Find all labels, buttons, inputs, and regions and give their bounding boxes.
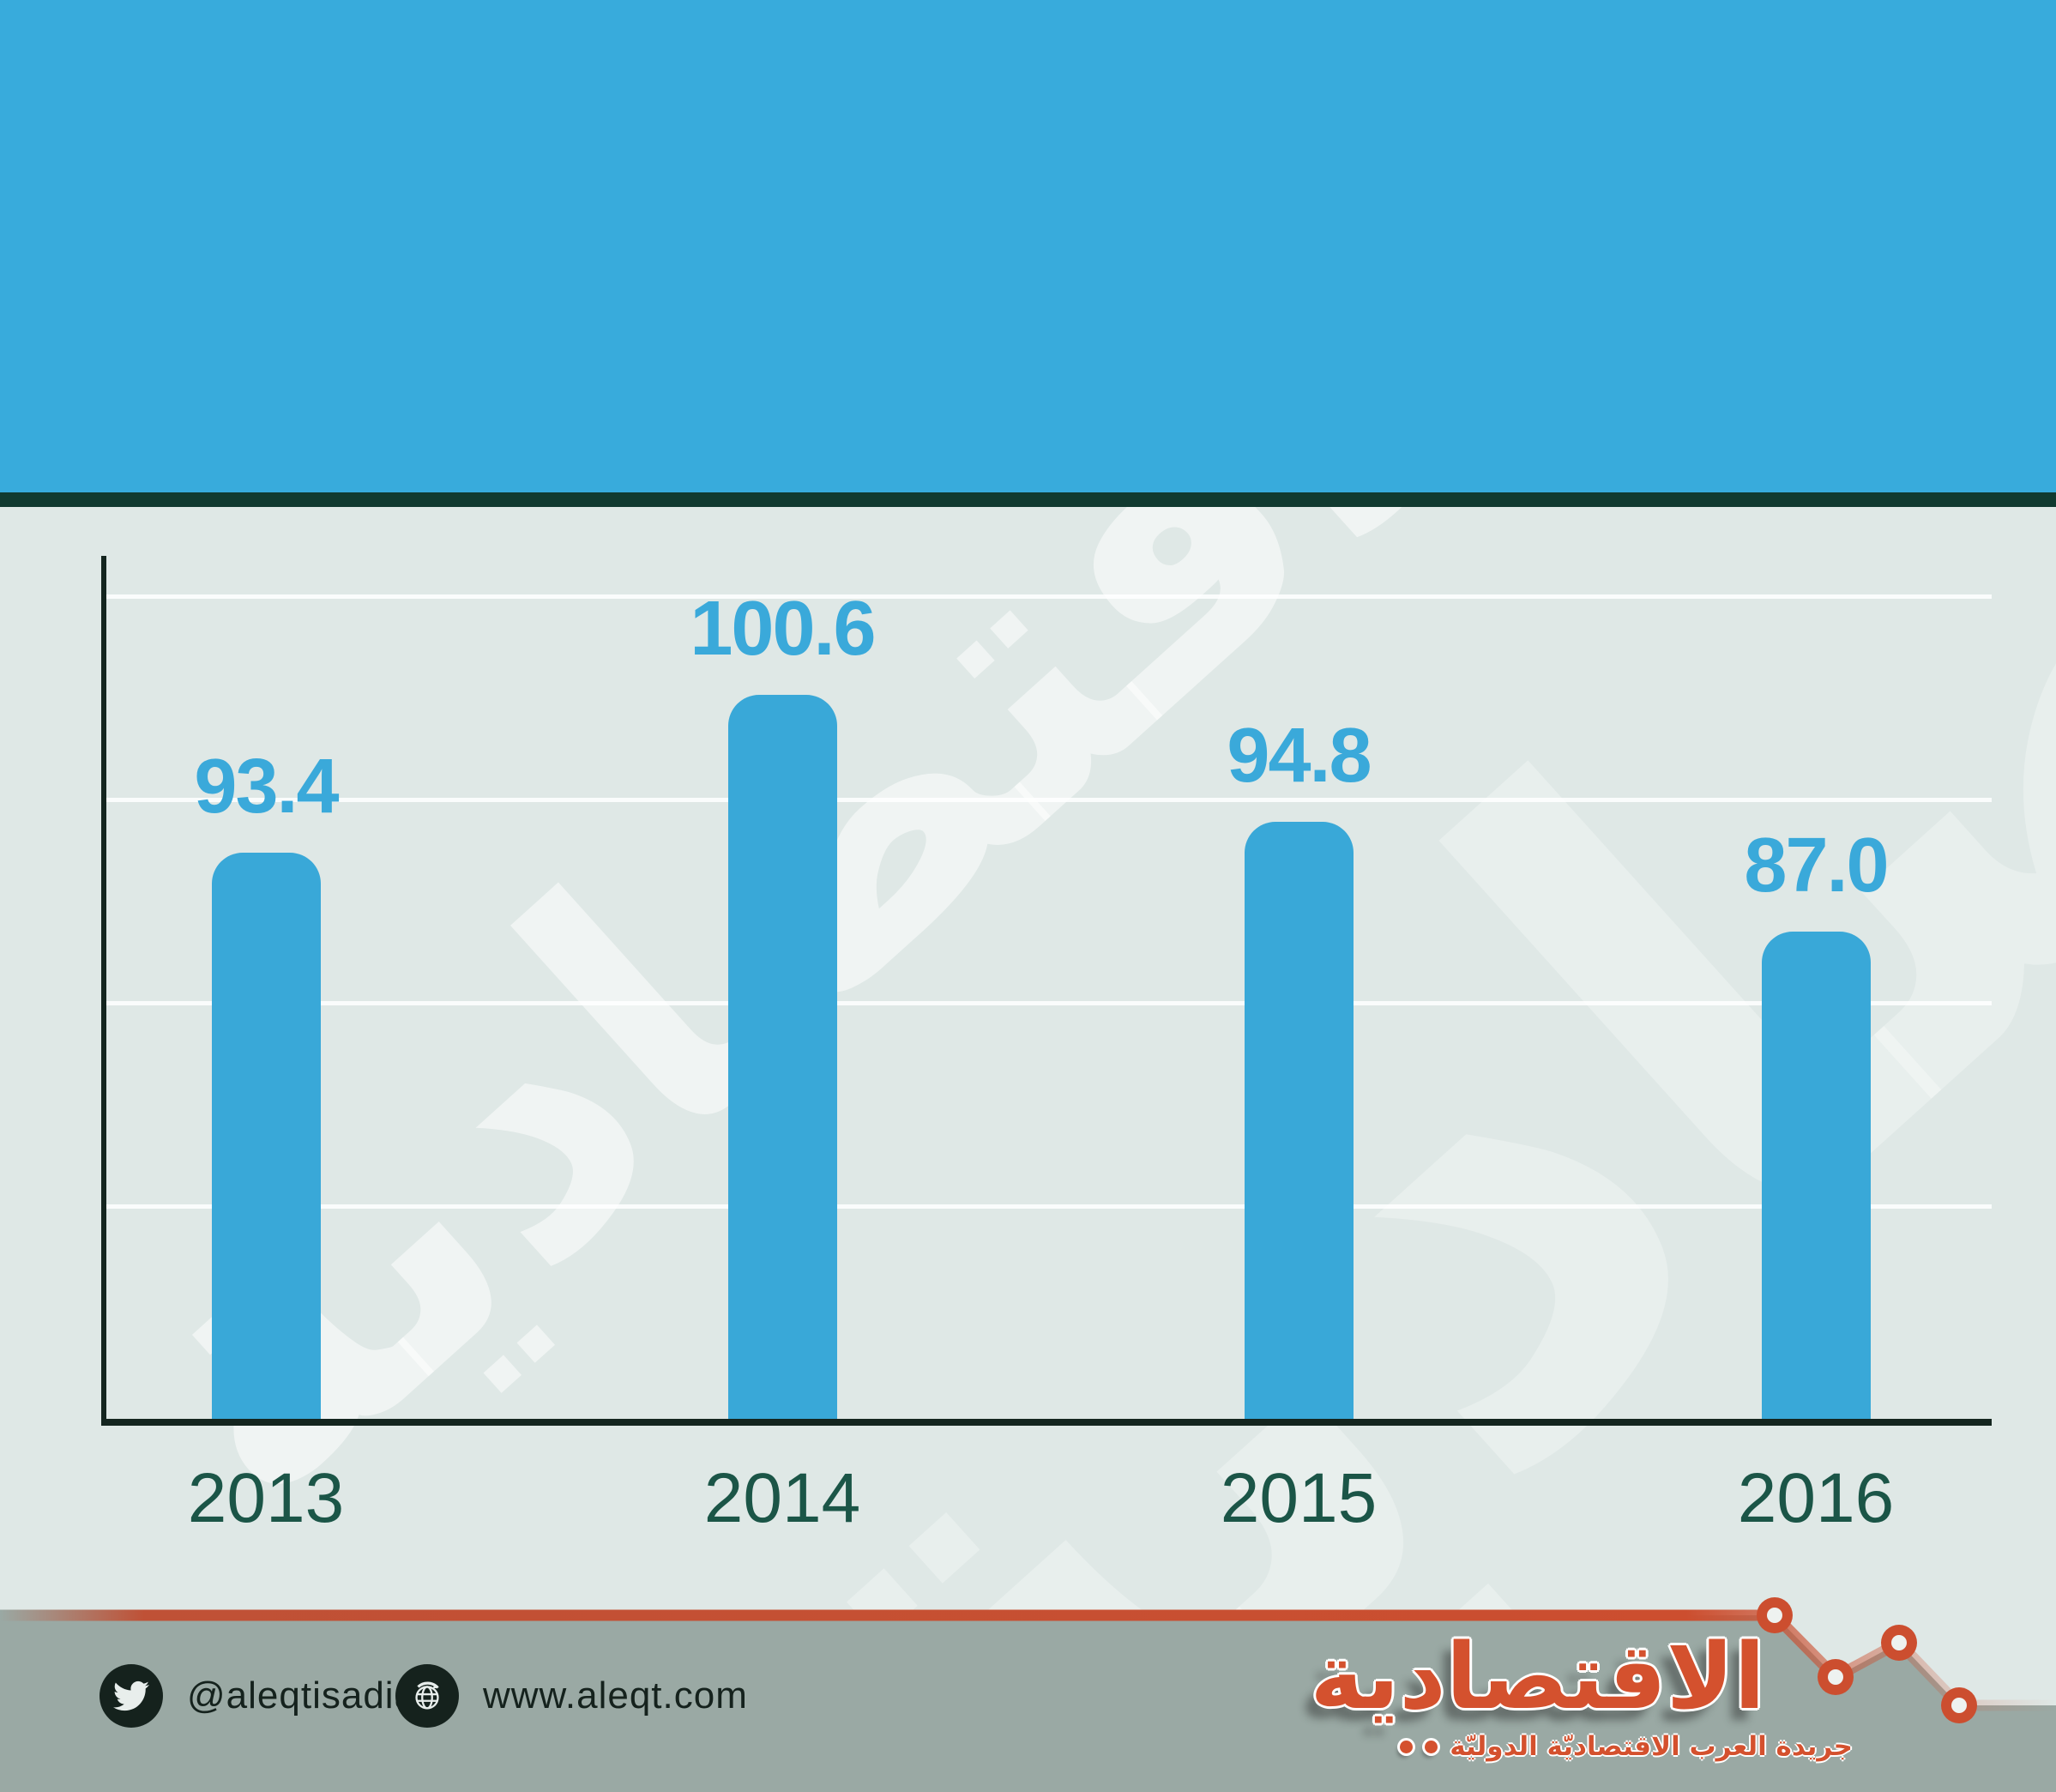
twitter-icon	[99, 1664, 163, 1728]
globe-icon	[395, 1664, 459, 1728]
header-divider	[0, 492, 2056, 507]
aleqtisadiah-logo: الاقتصادية	[1310, 1624, 1765, 1729]
value-label-2014: 100.6	[690, 586, 876, 672]
logo-dot-icon	[1400, 1740, 1414, 1753]
twitter-contact: @aleqtisadiah	[99, 1664, 438, 1728]
value-label-2015: 94.8	[1227, 713, 1372, 799]
bar-2016	[1761, 932, 1871, 1419]
gridline	[105, 1001, 1992, 1005]
value-label-2016: 87.0	[1744, 823, 1889, 908]
logo-dot-icon	[1425, 1740, 1438, 1753]
footer-decoration	[0, 1597, 2056, 1792]
category-label-2014: 2014	[703, 1459, 861, 1537]
x-axis	[101, 1419, 1992, 1426]
bar-2014	[727, 695, 837, 1419]
logo-tagline-text: جريدة العرب الاقتصاديّة الدوليّة	[1450, 1731, 1853, 1762]
website-contact: www.aleqt.com	[395, 1664, 748, 1728]
title-banner	[0, 0, 2056, 492]
footer-background-shape	[0, 1615, 2056, 1792]
trend-node-icon	[1757, 1597, 1977, 1723]
bar-2015	[1244, 822, 1354, 1419]
footer: @aleqtisadiah www.aleqt.com الاقتصادية ج…	[0, 1578, 2056, 1792]
category-label-2016: 2016	[1737, 1459, 1895, 1537]
category-label-2013: 2013	[187, 1459, 345, 1537]
gridline	[105, 594, 1992, 599]
website-url: www.aleqt.com	[483, 1674, 748, 1717]
logo-tagline: جريدة العرب الاقتصاديّة الدوليّة	[1400, 1731, 1853, 1762]
bar-2013	[211, 853, 321, 1419]
gridline	[105, 798, 1992, 802]
category-label-2015: 2015	[1220, 1459, 1378, 1537]
gridline	[105, 1204, 1992, 1209]
chart-area: الاقتصادية الاقتصادية	[0, 507, 2056, 1792]
twitter-handle: @aleqtisadiah	[187, 1674, 438, 1717]
y-axis	[101, 556, 106, 1426]
value-label-2013: 93.4	[194, 744, 339, 830]
